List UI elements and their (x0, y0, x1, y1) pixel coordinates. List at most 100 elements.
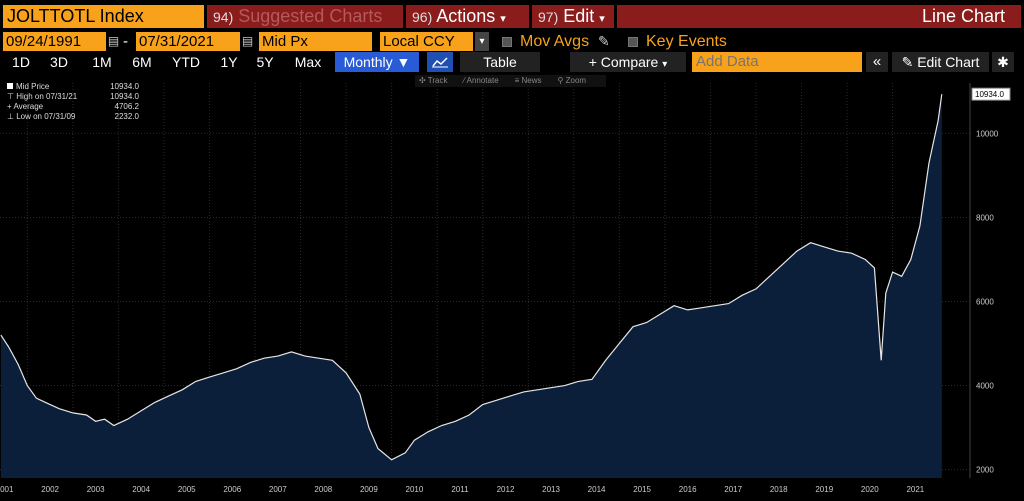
legend-value: 10934.0 (110, 82, 139, 91)
x-tick-label: 2003 (87, 485, 105, 494)
calendar-icon[interactable]: ▤ (241, 34, 254, 48)
x-tick-label: 2015 (633, 485, 651, 494)
edit-chart-label: Edit Chart (917, 54, 980, 70)
y-axis: 2000 4000 6000 8000 10000 (976, 129, 999, 474)
x-tick-label: 2019 (815, 485, 833, 494)
x-tick-label: 2009 (360, 485, 378, 494)
x-tick-label: 2004 (132, 485, 150, 494)
x-tick-label: 2020 (861, 485, 879, 494)
legend-row-low: ⊥ Low on 07/31/09 2232.0 (7, 112, 139, 122)
annotate-tool[interactable]: ⁄ Annotate (463, 76, 499, 85)
legend-label: + Average (7, 102, 44, 111)
mov-avgs-checkbox[interactable] (502, 37, 512, 47)
edit-number: 97) (538, 9, 559, 25)
legend-text: High on 07/31/21 (16, 92, 78, 101)
key-events-checkbox[interactable] (628, 37, 638, 47)
y-tick-label: 2000 (976, 466, 994, 475)
period-1y-button[interactable]: 1Y (220, 54, 238, 70)
period-3d-button[interactable]: 3D (50, 54, 68, 70)
x-tick-label: 2013 (542, 485, 560, 494)
x-tick-label: 2014 (588, 485, 606, 494)
chevron-down-icon: ▾ (599, 13, 605, 25)
edit-label: Edit (563, 6, 595, 26)
last-value-text: 10934.0 (975, 90, 1004, 99)
period-max-button[interactable]: Max (294, 54, 322, 70)
zoom-label: Zoom (565, 76, 587, 85)
line-chart-icon-svg (432, 57, 448, 68)
gear-icon[interactable]: ✱ (992, 52, 1014, 72)
x-tick-label: 2012 (497, 485, 515, 494)
key-events-label[interactable]: Key Events (646, 33, 727, 50)
x-tick-label: 2006 (223, 485, 241, 494)
field-select[interactable]: Mid Px (259, 32, 372, 51)
mov-avgs-label[interactable]: Mov Avgs (520, 33, 590, 50)
frequency-label: Monthly (343, 54, 393, 70)
compare-button[interactable]: + Compare ▾ (570, 52, 686, 72)
currency-select[interactable]: Local CCY (380, 32, 473, 51)
suggested-label: Suggested Charts (238, 6, 383, 26)
collapse-icon[interactable]: « (866, 52, 888, 72)
x-tick-label: 2005 (178, 485, 196, 494)
annotate-label: Annotate (466, 76, 499, 85)
legend-value: 10934.0 (110, 92, 139, 101)
period-ytd-button[interactable]: YTD (172, 54, 200, 70)
actions-label: Actions (436, 6, 496, 26)
price-area (0, 94, 942, 478)
legend-text: Low on 07/31/09 (16, 112, 76, 121)
line-chart-icon[interactable] (427, 52, 453, 72)
calendar-icon[interactable]: ▤ (107, 34, 120, 48)
edit-chart-button[interactable]: ✎ Edit Chart (892, 52, 989, 72)
currency-dropdown-icon[interactable]: ▾ (475, 32, 489, 51)
start-date-input[interactable]: 09/24/1991 (3, 32, 106, 51)
period-6m-button[interactable]: 6M (132, 54, 152, 70)
legend-row-high: ⊤ High on 07/31/21 10934.0 (7, 92, 139, 102)
track-label: Track (427, 76, 448, 85)
chart-type-title: Line Chart (617, 5, 1021, 28)
date-separator: - (123, 33, 128, 50)
edit-button[interactable]: 97) Edit ▾ (532, 5, 614, 28)
legend-row-average: + Average 4706.2 (7, 102, 139, 112)
news-label: News (521, 76, 542, 85)
legend-row-mid: Mid Price 10934.0 (7, 82, 139, 92)
period-1m-button[interactable]: 1M (92, 54, 112, 70)
grid-lines (0, 83, 971, 478)
legend-label: ⊥ Low on 07/31/09 (7, 112, 76, 121)
table-button[interactable]: Table (460, 52, 540, 72)
pencil-icon[interactable]: ✎ (598, 33, 610, 49)
x-tick-label: 2021 (906, 485, 924, 494)
actions-button[interactable]: 96) Actions ▾ (406, 5, 529, 28)
y-tick-label: 6000 (976, 298, 994, 307)
zoom-tool[interactable]: ⚲ Zoom (557, 76, 587, 85)
legend-text: Mid Price (16, 82, 50, 91)
x-tick-label: 2007 (269, 485, 287, 494)
ticker-field[interactable]: JOLTTOTL Index (3, 5, 204, 28)
pencil-icon: ✎ (901, 54, 914, 70)
chart-legend: Mid Price 10934.0 ⊤ High on 07/31/21 10934… (7, 82, 139, 122)
end-date-input[interactable]: 07/31/2021 (136, 32, 240, 51)
track-tool[interactable]: ✣ Track (419, 76, 448, 85)
news-tool[interactable]: ≡ News (514, 76, 542, 85)
actions-number: 96) (412, 9, 433, 25)
y-tick-label: 4000 (976, 382, 994, 391)
last-value-label: 10934.0 (971, 87, 1011, 101)
chevron-down-icon: ▾ (662, 59, 668, 70)
legend-label: Mid Price (7, 82, 49, 92)
legend-swatch-icon (7, 83, 13, 89)
period-5y-button[interactable]: 5Y (256, 54, 274, 70)
frequency-dropdown[interactable]: Monthly ▼ (335, 52, 419, 72)
price-line (0, 94, 943, 461)
x-tick-label: 2002 (41, 485, 59, 494)
suggested-charts-button[interactable]: 94) Suggested Charts (207, 5, 403, 28)
period-1d-button[interactable]: 1D (12, 54, 30, 70)
suggested-number: 94) (213, 9, 234, 25)
compare-label: + Compare (588, 54, 659, 70)
legend-value: 4706.2 (114, 102, 139, 111)
x-tick-label: 2017 (724, 485, 742, 494)
x-tick-label: 2011 (451, 485, 469, 494)
legend-label: ⊤ High on 07/31/21 (7, 92, 78, 101)
legend-text: Average (13, 102, 44, 111)
x-tick-label: 2010 (406, 485, 424, 494)
add-data-input[interactable] (692, 52, 862, 72)
chevron-down-icon: ▾ (500, 13, 506, 25)
